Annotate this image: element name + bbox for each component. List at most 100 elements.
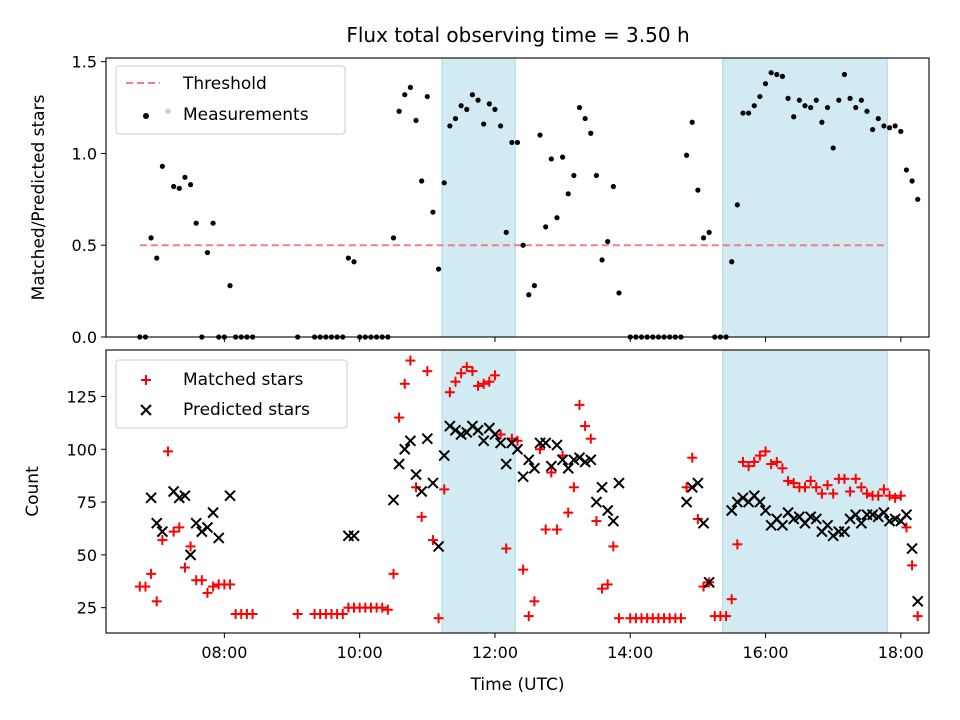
matched-star-point — [551, 524, 562, 535]
x-stroke — [517, 471, 529, 483]
bottom-panel: 08:00 10:00 12:00 14:00 16:00 18:00 25 50 75 100… — [23, 349, 930, 695]
predicted-star-point — [680, 496, 693, 508]
matched-star-point — [845, 486, 856, 497]
matched-star-point — [179, 562, 190, 573]
matched-star-point — [816, 488, 827, 499]
matched-star-point — [760, 446, 771, 457]
predicted-star-point — [556, 454, 569, 466]
measurement-point — [159, 163, 165, 169]
x-stroke — [754, 496, 766, 508]
measurement-point — [227, 283, 233, 289]
predicted-star-point — [539, 437, 552, 449]
measurement-point — [875, 115, 881, 122]
predicted-star-point — [551, 439, 563, 451]
predicted-star-point — [500, 458, 512, 470]
predicted-star-point — [179, 490, 191, 502]
measurement-point — [537, 132, 543, 138]
measurement-point — [435, 266, 442, 272]
bottom-y-tick-label: 100 — [66, 440, 97, 459]
predicted-star-point — [590, 496, 603, 508]
legend-matched-label: Matched stars — [183, 370, 303, 390]
measurement-point — [407, 84, 413, 90]
chart-title: Flux total observing time = 3.50 h — [346, 23, 689, 47]
predicted-star-point — [410, 468, 422, 481]
predicted-star-point — [528, 462, 541, 474]
measurement-point — [486, 101, 492, 107]
top-y-ticks: 0.0 0.5 1.0 1.5 — [72, 53, 106, 347]
predicted-star-point — [523, 454, 535, 466]
x-stroke — [759, 504, 772, 517]
matched-star-point — [456, 368, 467, 379]
measurement-point — [700, 235, 707, 241]
x-stroke — [140, 404, 152, 416]
matched-star-point — [501, 543, 512, 554]
predicted-star-point — [145, 492, 157, 504]
predicted-star-point — [207, 506, 219, 519]
x-stroke — [680, 496, 693, 508]
x-stroke — [489, 428, 501, 441]
x-stroke — [556, 454, 569, 466]
measurement-point — [531, 283, 538, 289]
predicted-star-point — [156, 525, 169, 538]
predicted-star-point — [438, 449, 450, 462]
measurement-point — [520, 242, 526, 248]
predicted-star-point — [912, 595, 924, 608]
legend-threshold-label: Threshold — [182, 74, 267, 94]
legend-predicted-label: Predicted stars — [183, 400, 310, 420]
measurement-point — [740, 110, 746, 116]
legend-plus-marker — [141, 375, 151, 385]
measurement-point — [695, 187, 701, 193]
x-stroke — [393, 458, 405, 470]
predicted-star-point — [821, 519, 834, 531]
matched-star-point — [805, 475, 816, 486]
x-stroke — [404, 435, 417, 447]
matched-star-point — [873, 490, 884, 501]
measurement-point — [548, 156, 554, 162]
x-stroke — [562, 462, 574, 474]
top-legend-box — [115, 65, 346, 135]
predicted-star-point — [906, 542, 918, 555]
matched-star-point — [174, 522, 185, 533]
x-stroke — [432, 540, 445, 553]
measurement-point — [599, 257, 605, 263]
measurement-point — [774, 71, 780, 78]
matched-star-point — [856, 482, 867, 493]
x-stroke — [151, 517, 163, 529]
matched-star-point — [163, 446, 174, 457]
x-stroke — [511, 443, 524, 455]
measurement-point — [497, 123, 504, 129]
matched-star-point — [602, 579, 613, 590]
x-stroke — [472, 424, 484, 436]
measurement-point — [746, 110, 752, 116]
matched-star-point — [427, 535, 438, 546]
x-stroke — [855, 517, 868, 529]
matched-star-point — [546, 467, 557, 478]
measurement-point — [808, 104, 814, 111]
matched-star-point — [535, 444, 546, 455]
measurement-point — [204, 249, 211, 256]
matched-star-point — [721, 611, 732, 622]
predicted-star-point — [759, 504, 772, 517]
matched-star-point — [399, 378, 410, 389]
measurement-point — [616, 290, 622, 296]
measurement-point — [464, 106, 470, 112]
predicted-star-point — [878, 506, 890, 519]
predicted-star-point — [387, 494, 400, 506]
matched-star-point — [247, 608, 258, 619]
x-stroke — [213, 532, 225, 544]
measurement-point — [430, 209, 436, 215]
matched-star-point — [912, 611, 923, 622]
measurement-point — [554, 215, 560, 221]
matched-star-point — [743, 461, 754, 472]
top-y-tick-label: 0.0 — [72, 328, 97, 347]
x-stroke — [348, 530, 360, 542]
predicted-star-point — [703, 576, 715, 589]
predicted-star-point — [184, 549, 197, 561]
predicted-star-point — [562, 462, 574, 474]
x-stroke — [613, 477, 625, 489]
x-stroke — [184, 549, 197, 561]
bottom-y-tick-label: 25 — [77, 599, 97, 618]
x-stroke — [590, 496, 603, 508]
x-stroke — [782, 506, 794, 519]
matched-star-point — [890, 492, 901, 503]
